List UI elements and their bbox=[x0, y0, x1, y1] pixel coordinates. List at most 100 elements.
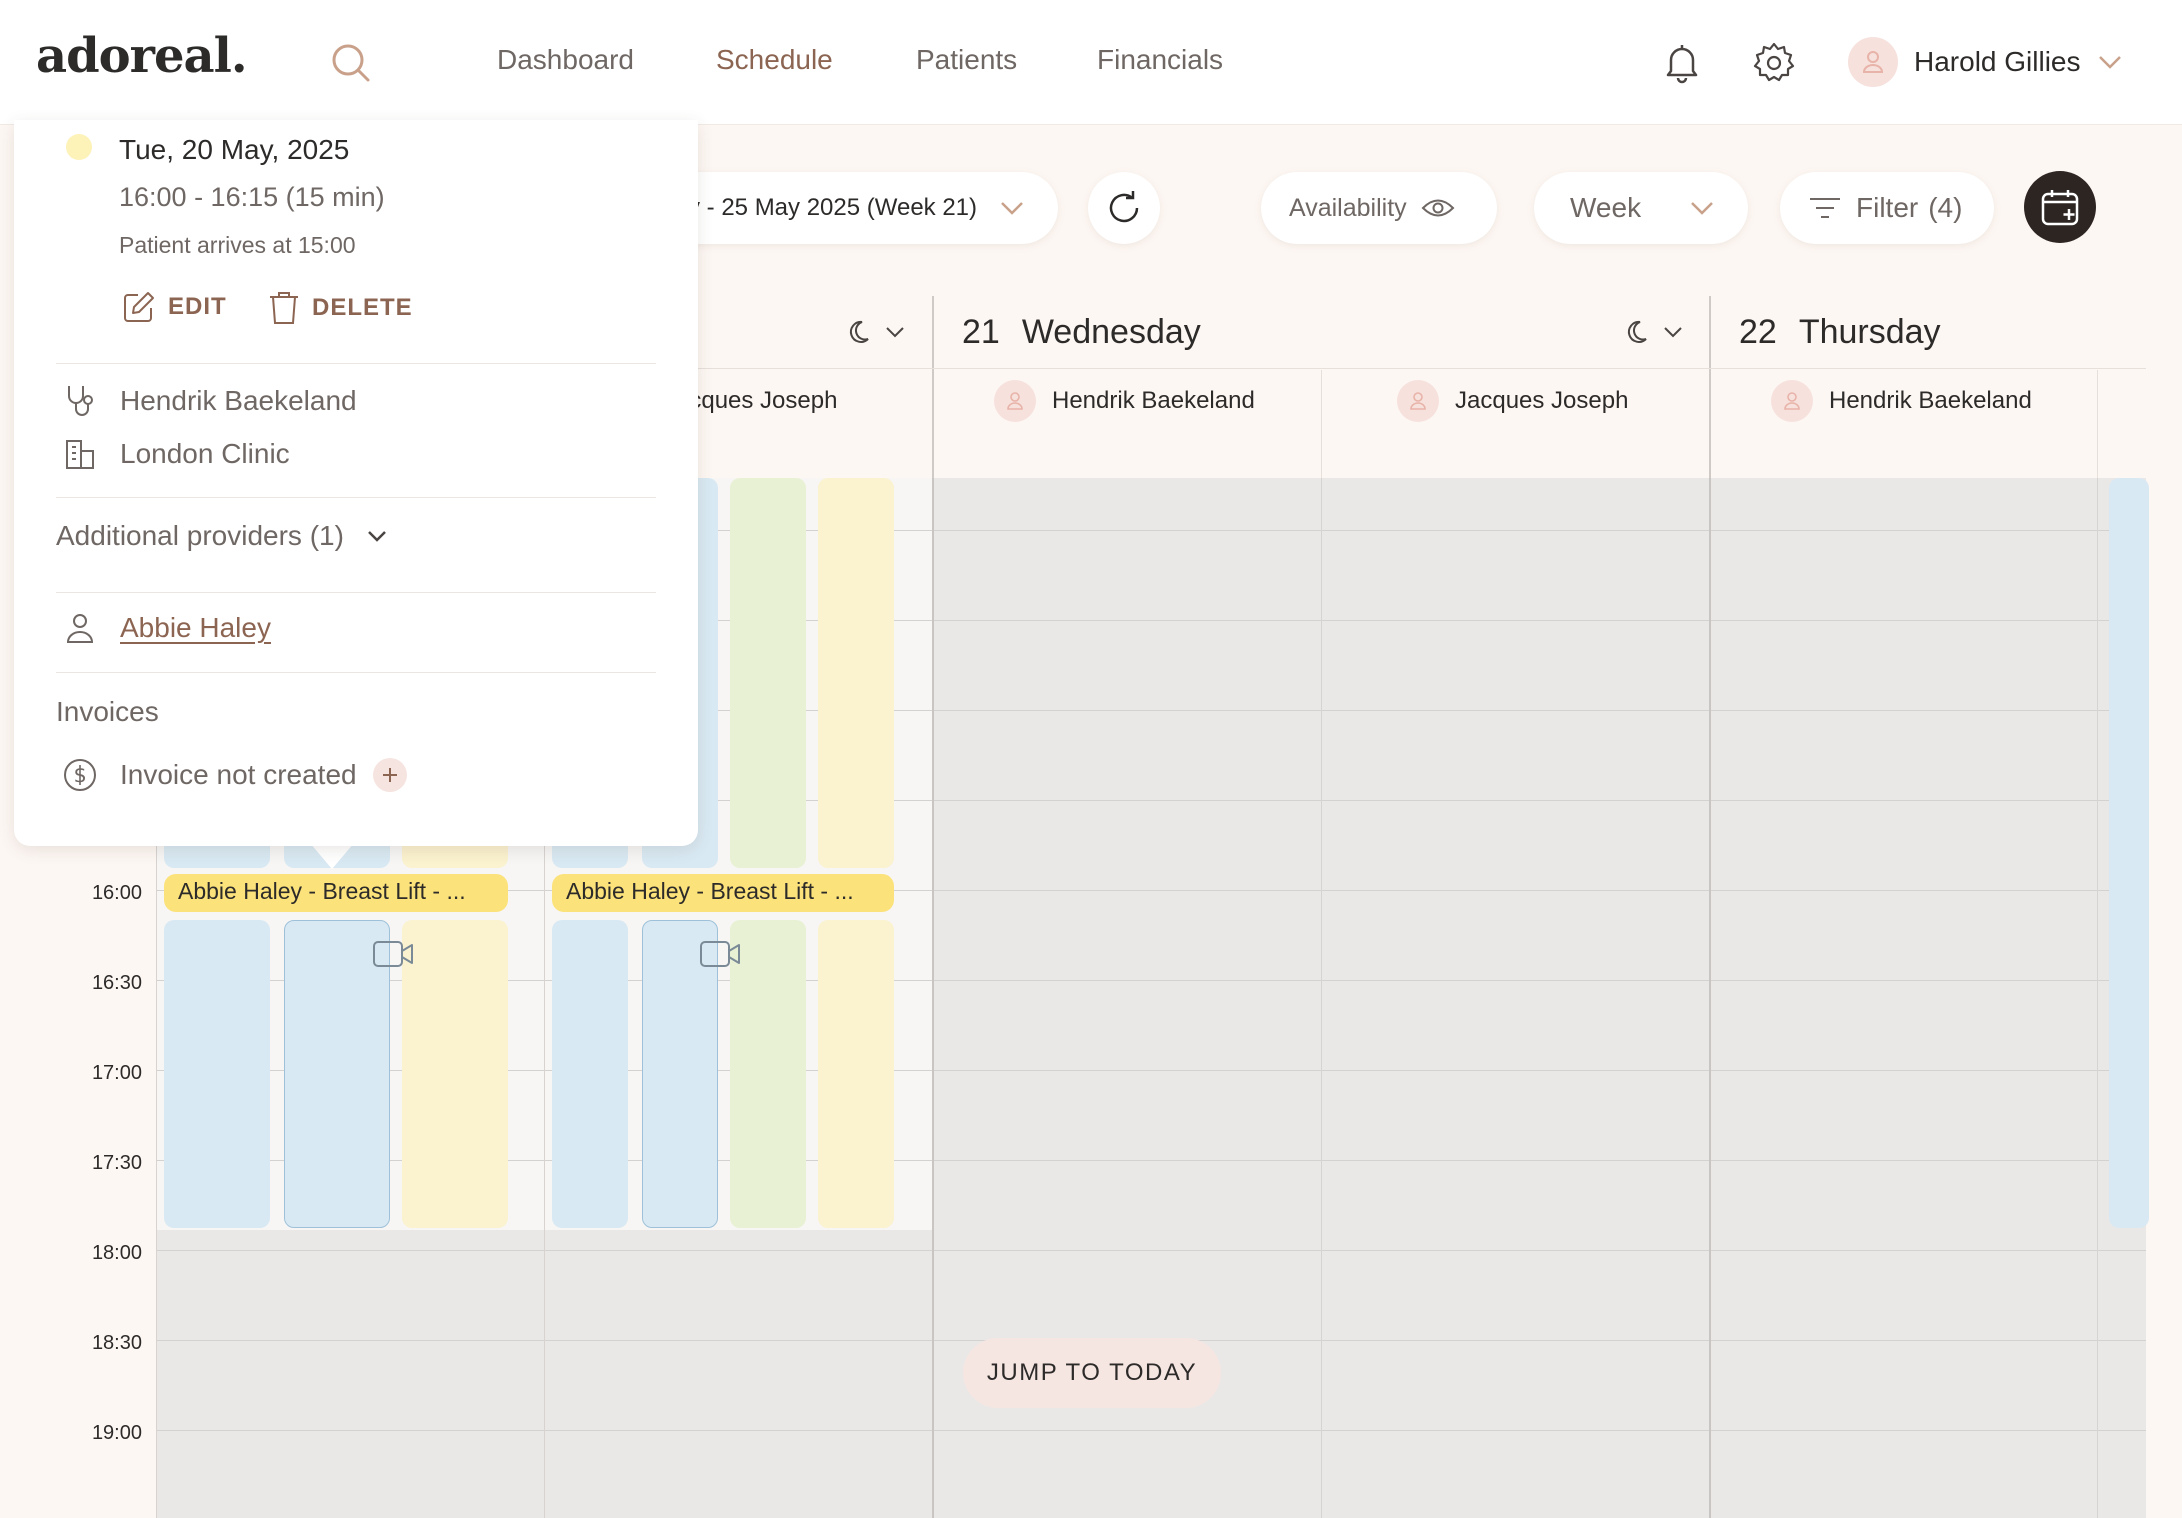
nav-dashboard[interactable]: Dashboard bbox=[497, 44, 634, 75]
patient-row: Abbie Haley bbox=[62, 612, 271, 644]
day-name: Wednesday bbox=[1021, 312, 1201, 351]
chevron-down-icon bbox=[999, 200, 1025, 216]
video-camera-icon bbox=[699, 938, 741, 970]
top-header: adoreal. Dashboard Schedule Patients Fin… bbox=[0, 0, 2182, 125]
filter-label: Filter bbox=[1856, 192, 1919, 223]
provider-name: Hendrik Baekeland bbox=[120, 385, 357, 416]
availability-block[interactable] bbox=[730, 478, 806, 868]
view-selector[interactable]: Week bbox=[1534, 172, 1748, 244]
divider bbox=[56, 672, 656, 673]
bell-icon[interactable] bbox=[1658, 38, 1706, 86]
nav-patients[interactable]: Patients bbox=[916, 44, 1018, 75]
grid-line bbox=[156, 1160, 2146, 1161]
nav-schedule[interactable]: Schedule bbox=[716, 44, 833, 75]
day-divider bbox=[932, 296, 934, 480]
availability-block[interactable] bbox=[402, 920, 508, 1228]
grid-line bbox=[156, 710, 2146, 711]
video-camera-icon bbox=[372, 938, 414, 970]
day-number: 21 bbox=[962, 312, 1000, 351]
provider-header[interactable]: Hendrik Baekeland bbox=[1771, 370, 2032, 480]
chevron-down-icon bbox=[366, 529, 388, 543]
patient-link[interactable]: Abbie Haley bbox=[120, 612, 271, 643]
grid-line bbox=[544, 478, 545, 1518]
availability-block[interactable] bbox=[730, 920, 806, 1228]
time-label: 17:30 bbox=[91, 1152, 142, 1174]
popover-pointer bbox=[310, 843, 354, 869]
availability-toggle[interactable]: Availability bbox=[1261, 172, 1497, 244]
invoice-status: Invoice not created bbox=[120, 759, 357, 790]
eye-icon bbox=[1421, 197, 1455, 219]
user-name: Harold Gillies bbox=[1914, 46, 2081, 77]
provider-header[interactable]: acques Joseph bbox=[676, 370, 837, 480]
grid-line bbox=[156, 478, 157, 1518]
dollar-circle-icon: S bbox=[62, 758, 98, 792]
app-logo[interactable]: adoreal. bbox=[36, 28, 248, 84]
edit-label: EDIT bbox=[168, 293, 227, 320]
appointment-block[interactable]: Abbie Haley - Breast Lift - ... bbox=[552, 874, 894, 912]
avatar bbox=[1397, 380, 1439, 422]
grid-line bbox=[156, 890, 2146, 891]
divider bbox=[56, 592, 656, 593]
day-divider bbox=[1709, 478, 1711, 1518]
grid-line bbox=[156, 620, 2146, 621]
trash-icon bbox=[268, 290, 300, 326]
delete-button[interactable]: DELETE bbox=[268, 290, 413, 326]
nav-financials[interactable]: Financials bbox=[1097, 44, 1224, 75]
add-invoice-button[interactable] bbox=[372, 758, 407, 792]
filter-button[interactable]: Filter (4) bbox=[1780, 172, 1994, 244]
availability-block[interactable] bbox=[284, 920, 390, 1228]
chevron-down-icon bbox=[1664, 327, 1682, 338]
moon-icon bbox=[1627, 320, 1647, 343]
filter-count: (4) bbox=[1928, 192, 1963, 223]
availability-block[interactable] bbox=[818, 478, 894, 868]
search-icon[interactable] bbox=[328, 40, 374, 86]
day-name: Thursday bbox=[1798, 312, 1941, 351]
provider-header[interactable]: Hendrik Baekeland bbox=[994, 370, 1255, 480]
calendar-add-icon bbox=[2041, 190, 2079, 226]
divider bbox=[56, 497, 656, 498]
appointment-popover: Tue, 20 May, 2025 16:00 - 16:15 (15 min)… bbox=[14, 120, 698, 846]
day-header-thursday: 22 Thursday bbox=[1739, 296, 1941, 368]
gear-icon[interactable] bbox=[1750, 38, 1798, 86]
user-menu[interactable]: Harold Gillies bbox=[1848, 36, 2123, 88]
time-label: 18:00 bbox=[91, 1242, 142, 1264]
provider-header[interactable]: Jacques Joseph bbox=[1397, 370, 1628, 480]
grid-line bbox=[1321, 478, 1322, 1518]
additional-providers-toggle[interactable]: Additional providers (1) bbox=[56, 520, 388, 552]
day-toggle-wednesday[interactable] bbox=[1626, 318, 1684, 346]
additional-providers-label: Additional providers (1) bbox=[56, 520, 344, 551]
invoices-heading: Invoices bbox=[56, 696, 159, 727]
date-range-label: y - 25 May 2025 (Week 21) bbox=[688, 194, 978, 221]
availability-block[interactable] bbox=[552, 920, 628, 1228]
appointment-block[interactable]: Abbie Haley - Breast Lift - ... bbox=[164, 874, 508, 912]
provider-name: Jacques Joseph bbox=[1455, 387, 1629, 414]
new-appointment-button[interactable] bbox=[2024, 171, 2096, 243]
location-row: London Clinic bbox=[62, 438, 290, 470]
availability-block[interactable] bbox=[164, 920, 270, 1228]
provider-name: Hendrik Baekeland bbox=[1052, 387, 1255, 414]
edit-button[interactable]: EDIT bbox=[122, 290, 227, 324]
grid-line bbox=[156, 1250, 2146, 1251]
user-avatar bbox=[1848, 37, 1898, 87]
avatar bbox=[1771, 380, 1813, 422]
time-label: 19:00 bbox=[91, 1422, 142, 1444]
time-label: 16:30 bbox=[91, 972, 142, 994]
view-label: Week bbox=[1570, 192, 1642, 223]
day-toggle-tuesday[interactable] bbox=[848, 318, 906, 346]
refresh-button[interactable] bbox=[1088, 172, 1160, 244]
time-label: 16:00 bbox=[91, 882, 142, 904]
jump-to-today-button[interactable]: JUMP TO TODAY bbox=[963, 1338, 1221, 1408]
invoice-row: S Invoice not created bbox=[62, 758, 407, 792]
stethoscope-icon bbox=[62, 384, 98, 418]
availability-block[interactable] bbox=[2109, 478, 2149, 1228]
availability-block[interactable] bbox=[818, 920, 894, 1228]
avatar bbox=[994, 380, 1036, 422]
date-range-selector[interactable]: y - 25 May 2025 (Week 21) bbox=[640, 172, 1058, 244]
status-dot bbox=[66, 134, 92, 160]
appointment-time: 16:00 - 16:15 (15 min) bbox=[119, 182, 385, 212]
chevron-down-icon bbox=[886, 327, 904, 338]
provider-row: Hendrik Baekeland bbox=[62, 384, 357, 418]
header-divider bbox=[156, 368, 2146, 369]
availability-block[interactable] bbox=[642, 920, 718, 1228]
grid-line bbox=[156, 1070, 2146, 1071]
